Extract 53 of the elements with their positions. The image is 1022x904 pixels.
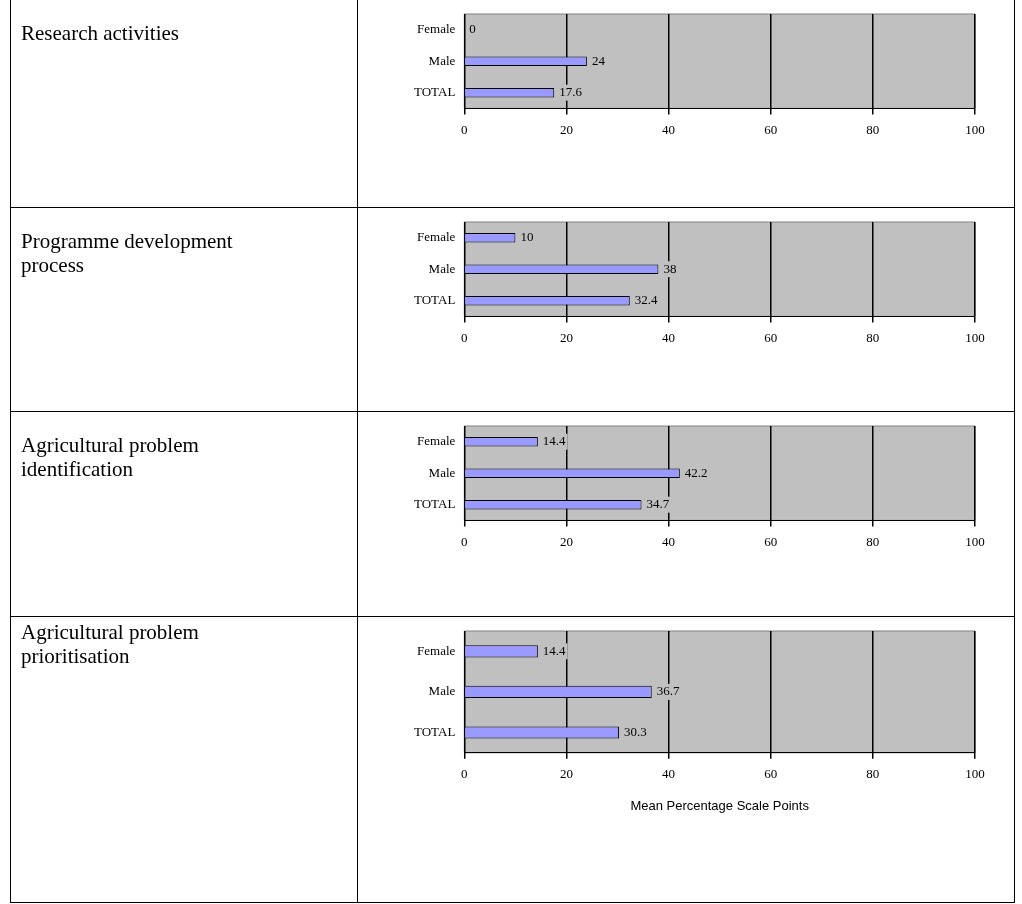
x-tick-label: 40 xyxy=(662,121,676,137)
data-label: 38 xyxy=(663,260,677,276)
x-tick-label: 20 xyxy=(559,329,573,345)
x-tick-label: 100 xyxy=(965,121,985,137)
data-label: 32.4 xyxy=(634,292,659,308)
data-label: 14.4 xyxy=(542,642,567,658)
x-tick-label: 20 xyxy=(559,121,573,137)
data-label: 42.2 xyxy=(684,464,708,480)
y-tick-label: Female xyxy=(417,21,456,37)
y-tick-label: Female xyxy=(417,433,456,449)
x-tick-label: 100 xyxy=(965,766,985,782)
x-tick-label: 60 xyxy=(764,329,778,345)
x-tick-label: 60 xyxy=(764,533,778,549)
y-axis-title: Agricultural problem prioritisation xyxy=(21,620,199,669)
x-tick-label: 20 xyxy=(559,533,573,549)
y-tick-label: TOTAL xyxy=(414,723,456,739)
x-tick-label: 60 xyxy=(764,121,778,137)
x-tick-label: 0 xyxy=(461,533,468,549)
data-label: 17.6 xyxy=(559,84,583,100)
data-label: 30.3 xyxy=(624,723,647,739)
x-tick-label: 40 xyxy=(662,766,676,782)
y-tick-label: Female xyxy=(417,229,456,245)
data-label: 14.4 xyxy=(542,433,567,449)
y-tick-label: Male xyxy=(428,683,456,699)
y-tick-label: TOTAL xyxy=(414,292,456,308)
y-tick-label: TOTAL xyxy=(414,496,456,512)
y-tick-label: Female xyxy=(417,642,456,658)
x-tick-label: 0 xyxy=(461,329,468,345)
x-tick-label: 0 xyxy=(461,121,468,137)
y-axis-title: Research activities xyxy=(21,21,180,46)
x-tick-label: 0 xyxy=(461,766,468,782)
x-axis-title: Mean Percentage Scale Points xyxy=(630,797,810,813)
y-tick-label: Male xyxy=(428,260,456,276)
y-axis-title: Agricultural problem identification xyxy=(21,433,199,482)
y-tick-label: Male xyxy=(428,52,456,68)
x-tick-label: 40 xyxy=(662,329,676,345)
x-tick-label: 40 xyxy=(662,533,676,549)
x-tick-label: 80 xyxy=(866,121,880,137)
data-label: 0 xyxy=(469,21,476,37)
y-tick-label: TOTAL xyxy=(414,84,456,100)
data-label: 36.7 xyxy=(656,683,680,699)
x-tick-label: 80 xyxy=(866,329,880,345)
y-axis-title: Programme development process xyxy=(21,229,233,278)
x-tick-label: 100 xyxy=(965,329,985,345)
y-tick-label: Male xyxy=(428,464,456,480)
x-tick-label: 80 xyxy=(866,533,880,549)
x-tick-label: 100 xyxy=(965,533,985,549)
x-tick-label: 20 xyxy=(559,766,573,782)
data-label: 34.7 xyxy=(646,496,670,512)
data-label: 10 xyxy=(520,229,534,245)
x-tick-label: 60 xyxy=(764,766,778,782)
x-tick-label: 80 xyxy=(866,766,880,782)
data-label: 24 xyxy=(591,52,606,68)
